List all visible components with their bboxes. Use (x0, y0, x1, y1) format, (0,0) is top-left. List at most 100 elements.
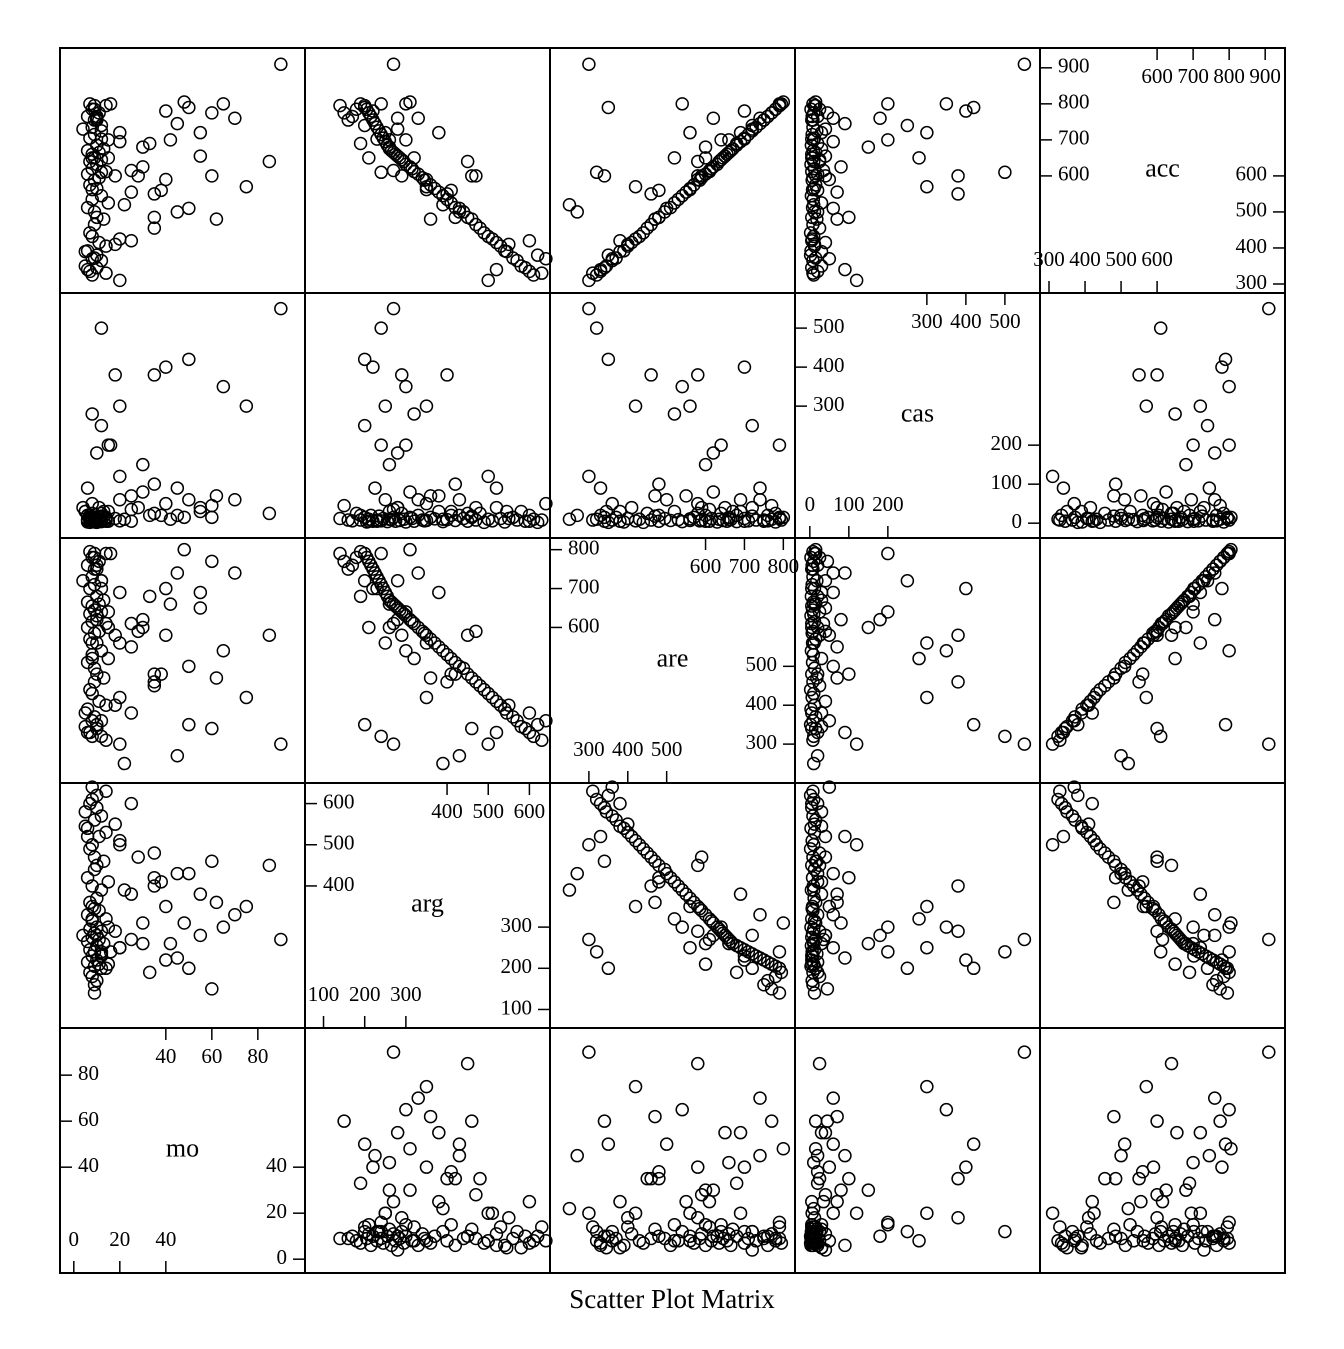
point (920, 636, 934, 650)
point (810, 183, 825, 198)
point (667, 875, 682, 889)
point (741, 514, 756, 528)
point (345, 109, 360, 124)
point (333, 1231, 347, 1246)
point (822, 628, 837, 642)
point (808, 542, 823, 557)
point (349, 550, 364, 565)
point (814, 196, 829, 210)
point (601, 352, 616, 367)
point (99, 733, 113, 747)
point (390, 1125, 405, 1140)
point (444, 1165, 458, 1179)
point (873, 928, 887, 943)
point (1154, 912, 1169, 926)
point (1150, 1211, 1164, 1225)
point (78, 819, 93, 833)
point (951, 1211, 965, 1225)
tick-label: 400 (612, 737, 644, 761)
point (1207, 908, 1222, 922)
point (808, 1114, 823, 1128)
point (1118, 655, 1133, 670)
point (652, 508, 666, 523)
point (816, 616, 831, 631)
point (772, 1231, 787, 1246)
point (1114, 1231, 1128, 1246)
point (873, 111, 887, 126)
point (85, 969, 99, 984)
point (826, 659, 840, 674)
point (1224, 1142, 1238, 1156)
point (1184, 493, 1199, 507)
point (593, 1238, 608, 1253)
point (1067, 780, 1081, 794)
point (481, 469, 495, 484)
point (628, 899, 643, 914)
point (1197, 928, 1211, 943)
point (702, 932, 717, 947)
point (80, 829, 95, 844)
tick-label: 800 (1058, 90, 1090, 114)
point (1136, 1234, 1151, 1248)
point (87, 205, 102, 219)
point (477, 515, 491, 530)
point (838, 262, 852, 277)
point (452, 1148, 467, 1163)
point (1159, 485, 1173, 499)
point (395, 628, 409, 642)
panel-border (549, 47, 796, 294)
point (570, 508, 584, 523)
point (337, 554, 351, 569)
point (481, 737, 495, 751)
point (382, 457, 397, 472)
point (1067, 496, 1081, 511)
point (108, 817, 122, 831)
point (113, 833, 127, 848)
point (481, 229, 495, 244)
point (87, 113, 102, 127)
point (205, 554, 219, 569)
point (485, 1206, 500, 1220)
point (1197, 574, 1211, 588)
point (570, 205, 584, 219)
point (1164, 1056, 1179, 1071)
point (1053, 1220, 1067, 1234)
point (182, 717, 196, 732)
point (873, 1229, 887, 1243)
point (85, 879, 99, 893)
point (403, 1142, 417, 1156)
point (85, 496, 99, 511)
point (337, 1114, 351, 1128)
point (90, 928, 104, 943)
point (1081, 511, 1096, 526)
point (733, 493, 748, 507)
point (818, 122, 833, 136)
point (419, 690, 434, 705)
point (737, 1224, 752, 1239)
point (1153, 321, 1168, 335)
point (427, 181, 442, 196)
point (90, 667, 104, 681)
point (745, 122, 759, 136)
point (753, 1091, 767, 1105)
panel-border (1039, 292, 1286, 539)
point (90, 612, 104, 627)
point (806, 784, 820, 798)
point (1107, 1109, 1121, 1124)
point (1098, 679, 1112, 693)
point (378, 399, 393, 413)
point (465, 1222, 479, 1237)
point (94, 961, 109, 976)
point (1187, 1224, 1201, 1239)
tick-label: 100 (501, 995, 533, 1019)
point (136, 140, 150, 154)
point (386, 57, 401, 71)
point (1056, 481, 1071, 495)
point (395, 1211, 409, 1225)
point (714, 438, 728, 452)
point (757, 978, 771, 992)
point (613, 796, 627, 811)
point (806, 756, 821, 771)
point (586, 513, 600, 527)
point (530, 248, 545, 262)
